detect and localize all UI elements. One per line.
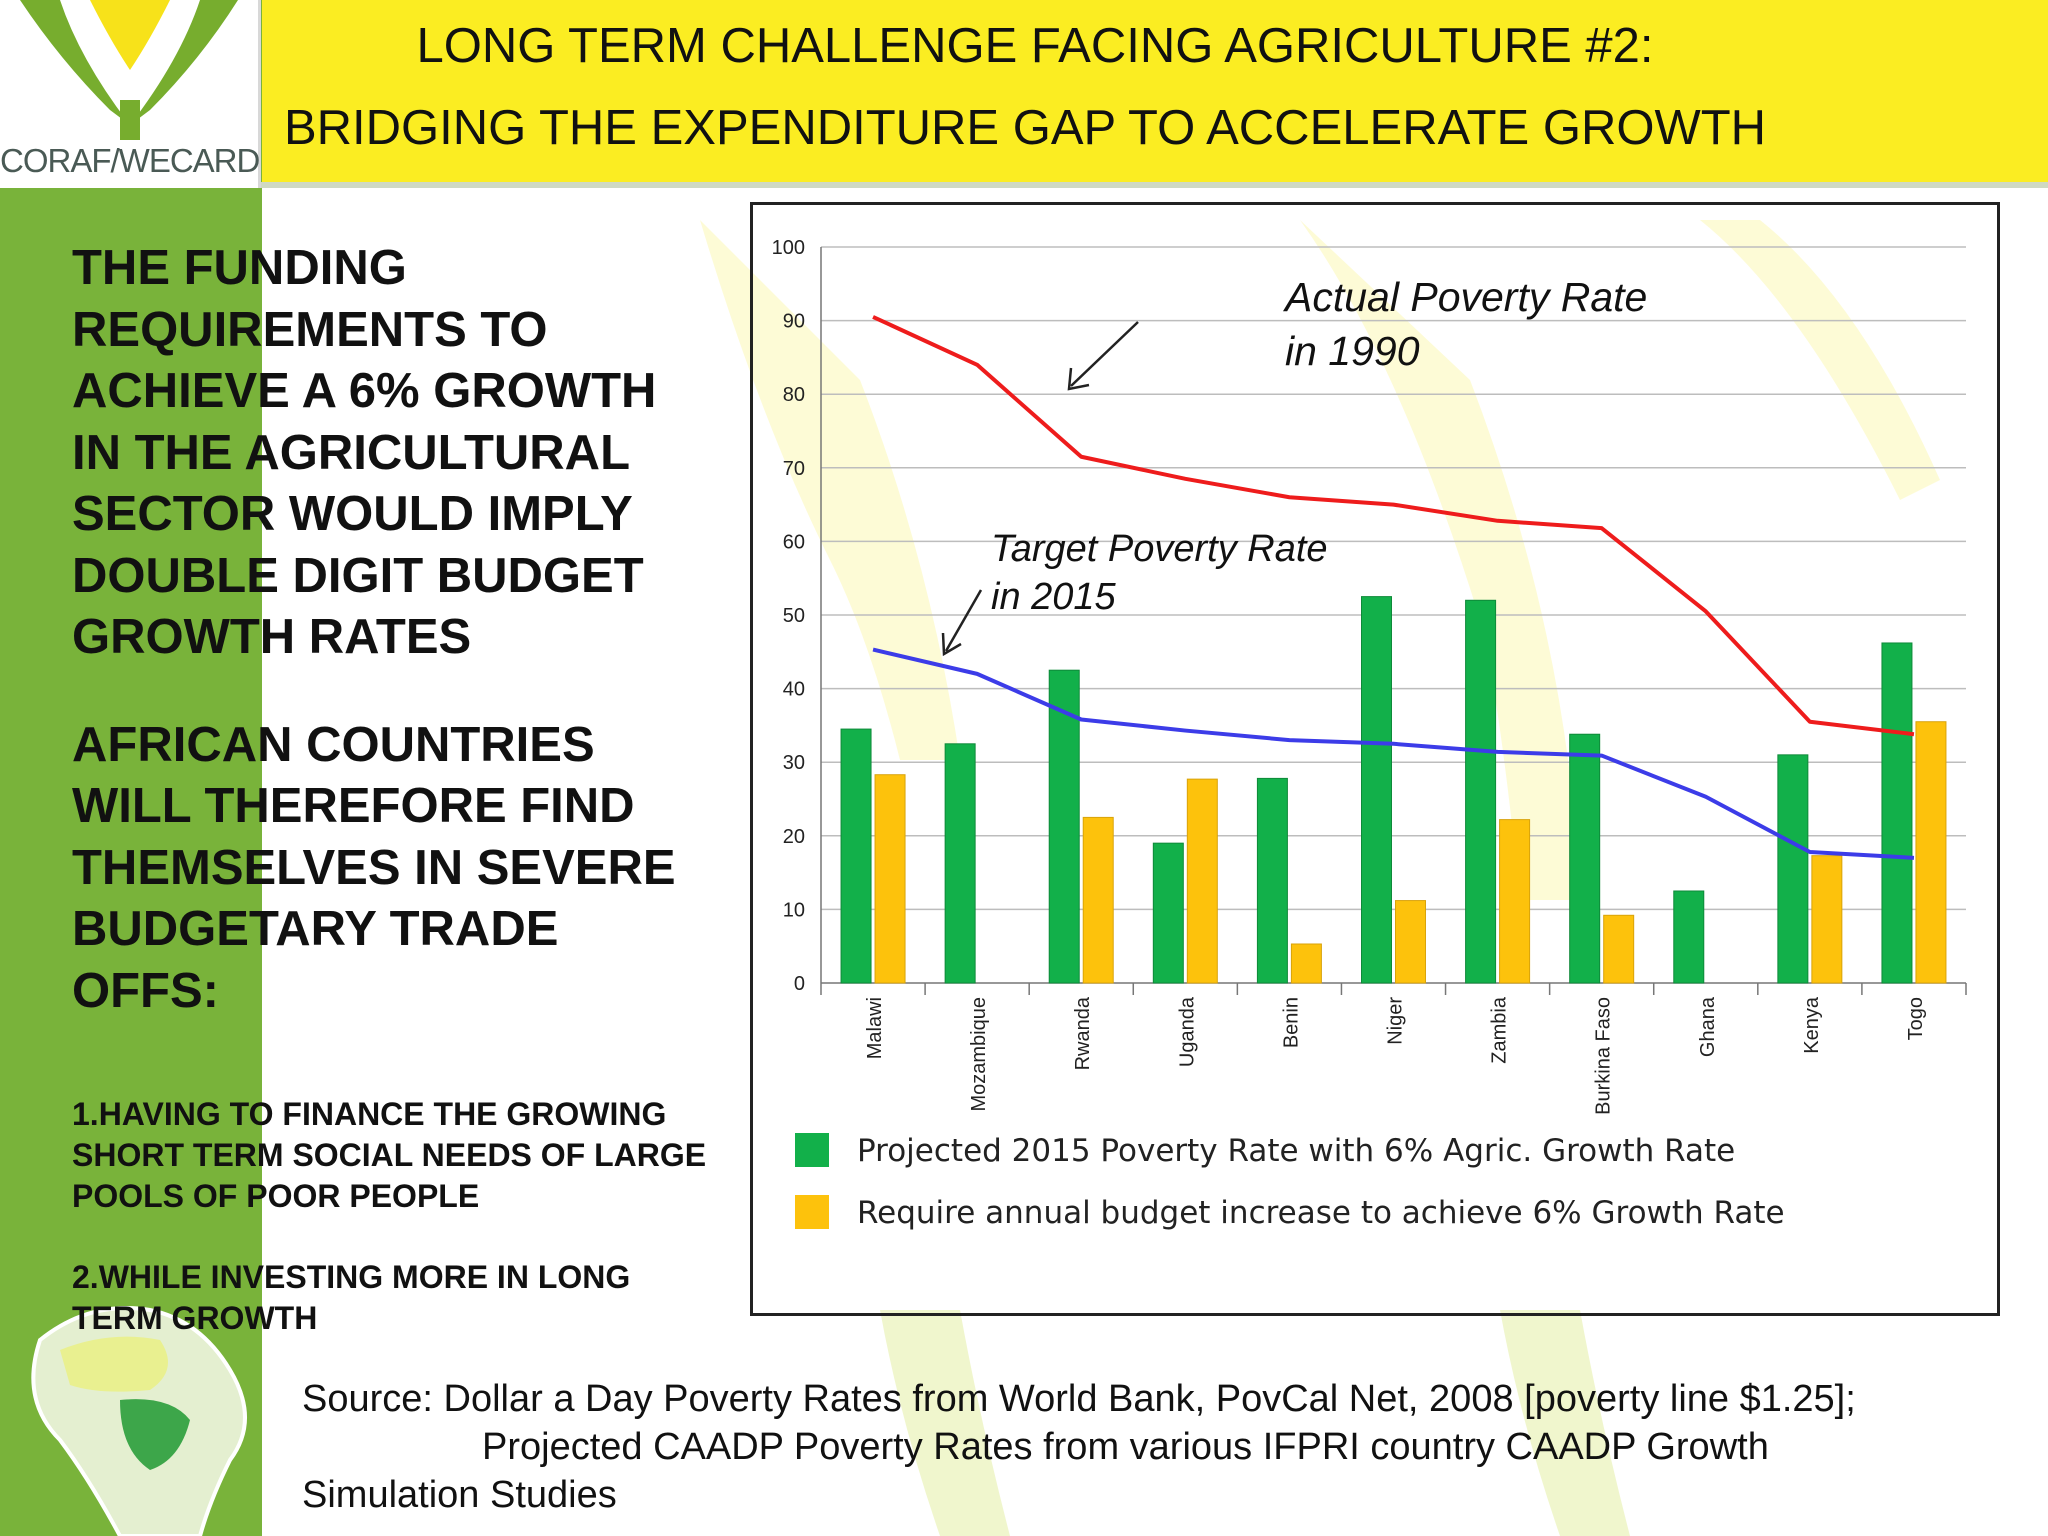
bar-budget-togo	[1915, 721, 1947, 984]
title-line-2: BRIDGING THE EXPENDITURE GAP TO ACCELERA…	[283, 101, 1767, 155]
legend-swatch-budget	[795, 1195, 829, 1229]
chart-canvas: 0 10 20 30 40 50 60 70 80 90 100 Malawi Mozambique R…	[772, 237, 1967, 1231]
bar-projected-benin	[1256, 777, 1288, 984]
x-tick-label: Kenya	[1801, 996, 1823, 1054]
bar-budget-niger	[1395, 900, 1426, 984]
annotation-target-line1: Target Poverty Rate	[991, 528, 1328, 570]
coraf-wecard-logo: CORAF/WECARD	[0, 0, 261, 188]
header-band	[262, 0, 2048, 185]
source-note: Source: Dollar a Day Poverty Rates from …	[302, 1375, 2022, 1519]
bar-projected-togo	[1881, 642, 1913, 984]
bar-budget-kenya	[1811, 855, 1843, 984]
funding-requirements-text: THE FUNDING REQUIREMENTS TO ACHIEVE A 6%…	[72, 241, 657, 664]
series-lines	[872, 315, 1915, 860]
line-actual-poverty-1990	[872, 315, 1915, 737]
y-tick-label: 50	[783, 605, 805, 627]
bar-budget-burkina-faso	[1603, 914, 1635, 984]
x-tick-labels: Malawi Mozambique Rwanda Uganda Benin Niger Za…	[864, 996, 1927, 1115]
x-tick-label: Burkina Faso	[1593, 997, 1615, 1115]
x-tick-label: Mozambique	[968, 997, 990, 1112]
bar-projected-burkina-faso	[1569, 733, 1601, 984]
y-tick-label: 30	[783, 752, 805, 774]
bar-budget-zambia	[1499, 819, 1531, 984]
bar-projected-mozambique	[944, 743, 976, 984]
bar-projected-niger	[1361, 596, 1392, 984]
annotation-target-arrow	[941, 589, 983, 657]
left-green-band	[0, 0, 262, 1536]
annotation-actual-line2: in 1990	[1285, 328, 1420, 374]
y-tick-label: 0	[794, 973, 805, 995]
africa-map-icon	[31, 1306, 247, 1536]
source-line-3: Simulation Studies	[302, 1474, 617, 1516]
trade-offs-text: AFRICAN COUNTRIES WILL THEREFORE FIND TH…	[72, 717, 676, 1018]
y-tick-labels: 0 10 20 30 40 50 60 70 80 90 100	[772, 237, 805, 995]
bar-projected-ghana	[1673, 890, 1705, 984]
y-tick-label: 20	[783, 826, 805, 848]
trade-off-item-1: 1.HAVING TO FINANCE THE GROWING SHORT TE…	[72, 1096, 707, 1214]
bar-budget-benin	[1290, 943, 1322, 984]
trade-off-item-2: 2.WHILE INVESTING MORE IN LONG TERM GROW…	[72, 1259, 631, 1336]
y-tick-label: 70	[783, 458, 805, 480]
source-line-1: Source: Dollar a Day Poverty Rates from …	[302, 1378, 1856, 1420]
legend-swatch-projected	[795, 1133, 829, 1167]
y-tick-label: 40	[783, 679, 805, 701]
bar-budget-rwanda	[1082, 816, 1114, 984]
poverty-chart: 0 10 20 30 40 50 60 70 80 90 100 Malawi Mozambique R…	[750, 202, 2000, 1316]
x-tick-label: Niger	[1385, 997, 1407, 1045]
x-tick-label: Zambia	[1489, 996, 1511, 1064]
bar-projected-malawi	[840, 728, 872, 984]
source-line-2: Projected CAADP Poverty Rates from vario…	[482, 1426, 1769, 1468]
bar-budget-uganda	[1186, 778, 1218, 984]
x-tick-label: Togo	[1905, 997, 1927, 1040]
y-tick-label: 80	[783, 384, 805, 406]
coraf-logo-mark	[20, 0, 238, 140]
annotation-target-line2: in 2015	[991, 576, 1117, 618]
bar-budget-malawi	[874, 774, 906, 984]
left-text-column: THE FUNDING REQUIREMENTS TO ACHIEVE A 6%…	[72, 238, 752, 1022]
bar-projected-kenya	[1777, 754, 1809, 984]
x-tick-label: Benin	[1280, 997, 1302, 1048]
line-target-poverty-2015	[872, 647, 1915, 860]
x-tick-label: Uganda	[1176, 996, 1198, 1067]
y-tick-label: 100	[772, 237, 805, 259]
x-tick-label: Rwanda	[1072, 996, 1094, 1070]
bar-projected-rwanda	[1048, 669, 1080, 984]
annotation-actual-arrow	[1067, 321, 1139, 391]
header-divider	[0, 182, 2048, 188]
legend-label-projected: Projected 2015 Poverty Rate with 6% Agri…	[857, 1133, 1735, 1169]
y-tick-label: 60	[783, 531, 805, 553]
legend-label-budget: Require annual budget increase to achiev…	[857, 1195, 1785, 1231]
chart-legend: Projected 2015 Poverty Rate with 6% Agri…	[795, 1133, 1785, 1231]
logo-text: CORAF/WECARD	[0, 142, 260, 179]
gridlines	[820, 246, 1967, 995]
y-tick-label: 10	[783, 899, 805, 921]
title-line-1: LONG TERM CHALLENGE FACING AGRICULTURE #…	[416, 19, 1654, 73]
bars	[840, 596, 1947, 984]
x-tick-label: Ghana	[1697, 996, 1719, 1057]
annotation-actual-line1: Actual Poverty Rate	[1282, 274, 1647, 320]
bar-projected-uganda	[1152, 842, 1184, 984]
x-tick-label: Malawi	[864, 997, 886, 1059]
bar-projected-zambia	[1465, 599, 1497, 984]
y-tick-label: 90	[783, 311, 805, 333]
